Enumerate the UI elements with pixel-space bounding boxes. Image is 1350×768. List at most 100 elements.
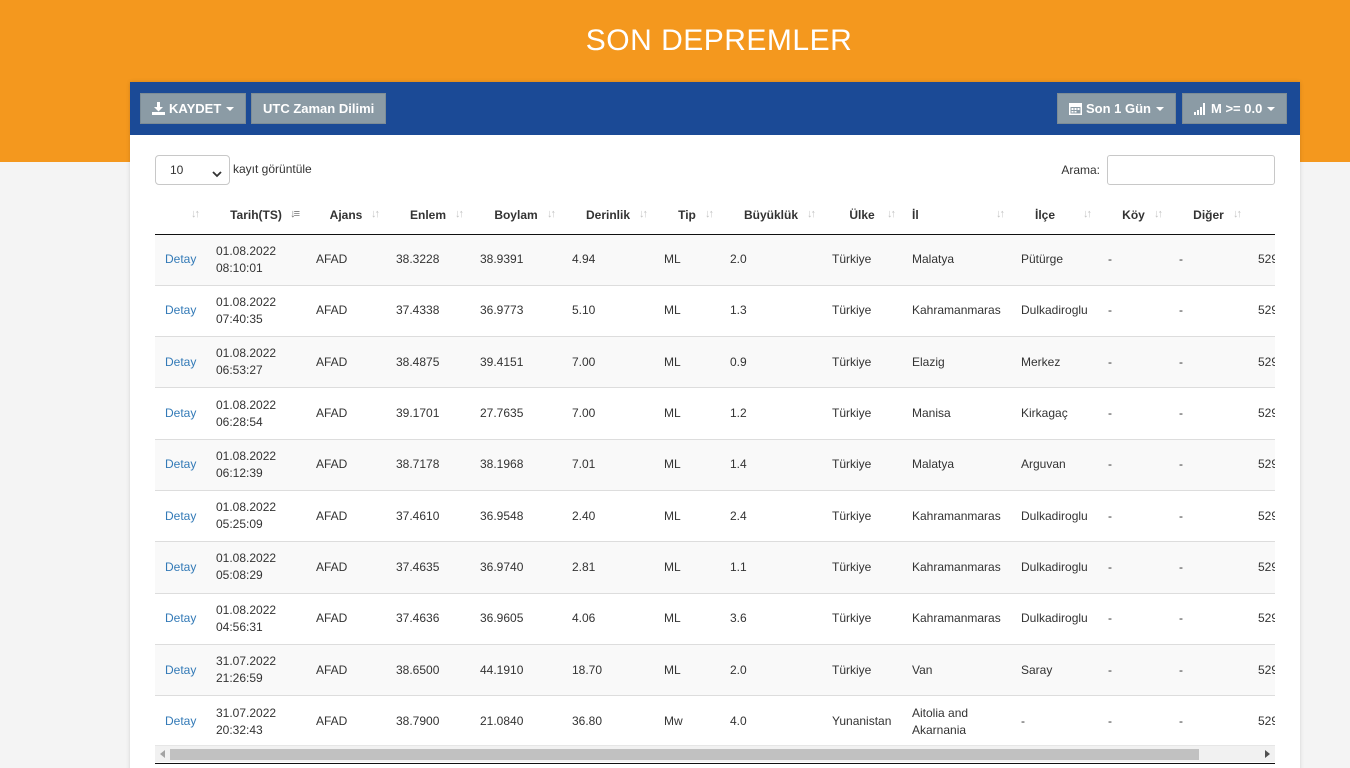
table-row[interactable]: Detay 01.08.2022 07:40:35 AFAD 37.4338 36.977…: [155, 284, 1275, 337]
cell-district: Saray: [1011, 643, 1098, 696]
table-row[interactable]: Detay 31.07.2022 21:26:59 AFAD 38.6500 44.191…: [155, 643, 1275, 696]
table-row[interactable]: Detay 01.08.2022 06:28:54 AFAD 39.1701 27.763…: [155, 387, 1275, 440]
cell-depth: 7.00: [562, 387, 654, 440]
save-button[interactable]: KAYDET: [140, 93, 247, 124]
cell-mag: 1.3: [720, 284, 822, 337]
cell-other: -: [1169, 336, 1248, 388]
cell-district: -: [1011, 695, 1098, 745]
column-header-6[interactable]: Tip ↓↑: [654, 197, 720, 235]
table-row[interactable]: Detay 01.08.2022 04:56:31 AFAD 37.4636 36.960…: [155, 592, 1275, 645]
search-input[interactable]: [1107, 155, 1275, 185]
cell-village: -: [1098, 284, 1169, 337]
cell-type: ML: [654, 233, 720, 286]
table-controls: 10 kayıt görüntüle Arama:: [155, 155, 1275, 185]
sort-icon: ↓↑: [1083, 208, 1092, 220]
magnitude-dropdown[interactable]: M >= 0.0: [1182, 93, 1288, 124]
detail-link[interactable]: Detay: [165, 662, 197, 677]
column-header-10[interactable]: İlçe ↓↑: [1011, 197, 1098, 235]
table-row[interactable]: Detay 01.08.2022 05:25:09 AFAD 37.4610 36.954…: [155, 489, 1275, 542]
detail-link[interactable]: Detay: [165, 354, 197, 369]
detail-link[interactable]: Detay: [165, 303, 197, 318]
cell-province: Malatya: [902, 233, 1011, 286]
table-row[interactable]: Detay 31.07.2022 20:32:43 AFAD 38.7900 21.084…: [155, 695, 1275, 745]
cell-dt: 31.07.2022 21:26:59: [206, 643, 306, 696]
cell-province: Kahramanmaras: [902, 592, 1011, 645]
cell-type: ML: [654, 592, 720, 645]
detail-link[interactable]: Detay: [165, 611, 197, 626]
column-header-9[interactable]: İl ↓↑: [902, 197, 1011, 235]
cell-agency: AFAD: [306, 489, 386, 542]
column-header-4[interactable]: Boylam ↓↑: [470, 197, 562, 235]
cell-country: Türkiye: [822, 387, 902, 440]
cell-time: 08:10:01: [216, 260, 263, 275]
cell-lon: 38.9391: [470, 233, 562, 286]
table-row[interactable]: Detay 01.08.2022 08:10:01 AFAD 38.3228 38.939…: [155, 233, 1275, 286]
detail-link[interactable]: Detay: [165, 252, 197, 267]
scroll-thumb[interactable]: [170, 749, 1199, 760]
cell-mag: 2.0: [720, 643, 822, 696]
column-header-2[interactable]: Ajans ↓↑: [306, 197, 386, 235]
cell-country: Türkiye: [822, 541, 902, 594]
cell-time: 06:28:54: [216, 414, 263, 429]
cell-type: ML: [654, 489, 720, 542]
cell-event: 529: [1248, 695, 1275, 745]
cell-district: Arguvan: [1011, 438, 1098, 491]
cell-mag: 3.6: [720, 592, 822, 645]
calendar-icon: [1069, 102, 1082, 115]
chevron-down-icon: [1267, 106, 1276, 111]
column-header-5[interactable]: Derinlik ↓↑: [562, 197, 654, 235]
column-header-label: Boylam: [494, 208, 538, 223]
cell-type: ML: [654, 284, 720, 337]
cell-time: 21:26:59: [216, 671, 263, 686]
period-dropdown[interactable]: Son 1 Gün: [1057, 93, 1176, 124]
cell-detail: Detay: [155, 643, 206, 696]
cell-event: 529: [1248, 387, 1275, 440]
cell-detail: Detay: [155, 233, 206, 286]
horizontal-scrollbar[interactable]: [155, 745, 1275, 762]
cell-lon: 36.9740: [470, 541, 562, 594]
page-length-label: kayıt görüntüle: [233, 162, 312, 176]
column-header-7[interactable]: Büyüklük ↓↑: [720, 197, 822, 235]
scroll-right-icon[interactable]: [1265, 750, 1270, 758]
cell-time: 04:56:31: [216, 619, 263, 634]
scroll-left-icon[interactable]: [160, 750, 165, 758]
cell-lon: 27.7635: [470, 387, 562, 440]
cell-lat: 38.6500: [386, 643, 470, 696]
cell-date: 01.08.2022: [216, 602, 277, 617]
column-header-1[interactable]: Tarih(TS) ↓≡: [206, 197, 306, 235]
utc-timezone-button[interactable]: UTC Zaman Dilimi: [251, 93, 387, 124]
cell-time: 05:08:29: [216, 568, 263, 583]
cell-district: Kirkagaç: [1011, 387, 1098, 440]
detail-link[interactable]: Detay: [165, 406, 197, 421]
detail-link[interactable]: Detay: [165, 508, 197, 523]
cell-date: 01.08.2022: [216, 243, 277, 258]
cell-lat: 37.4635: [386, 541, 470, 594]
table-row[interactable]: Detay 01.08.2022 05:08:29 AFAD 37.4635 36.974…: [155, 541, 1275, 594]
table-row[interactable]: Detay 01.08.2022 06:53:27 AFAD 38.4875 39.415…: [155, 336, 1275, 388]
column-header-11[interactable]: Köy ↓↑: [1098, 197, 1169, 235]
cell-detail: Detay: [155, 387, 206, 440]
cell-detail: Detay: [155, 489, 206, 542]
cell-time: 07:40:35: [216, 311, 263, 326]
column-header-13[interactable]: Ev: [1248, 197, 1275, 235]
column-header-0[interactable]: ↓↑: [155, 197, 206, 235]
table-bottom-border: [155, 763, 1275, 764]
cell-event: 529: [1248, 284, 1275, 337]
cell-district: Dulkadiroglu: [1011, 284, 1098, 337]
column-header-12[interactable]: Diğer ↓↑: [1169, 197, 1248, 235]
page-length-select[interactable]: 10: [155, 155, 230, 185]
cell-village: -: [1098, 387, 1169, 440]
cell-lat: 38.7900: [386, 695, 470, 745]
column-header-8[interactable]: Ülke ↓↑: [822, 197, 902, 235]
cell-lon: 44.1910: [470, 643, 562, 696]
table-row[interactable]: Detay 01.08.2022 06:12:39 AFAD 38.7178 38.196…: [155, 438, 1275, 491]
column-header-3[interactable]: Enlem ↓↑: [386, 197, 470, 235]
cell-country: Yunanistan: [822, 695, 902, 745]
cell-agency: AFAD: [306, 284, 386, 337]
detail-link[interactable]: Detay: [165, 559, 197, 574]
detail-link[interactable]: Detay: [165, 714, 197, 729]
search-label: Arama:: [1061, 163, 1100, 177]
detail-link[interactable]: Detay: [165, 457, 197, 472]
cell-agency: AFAD: [306, 387, 386, 440]
cell-mag: 1.4: [720, 438, 822, 491]
